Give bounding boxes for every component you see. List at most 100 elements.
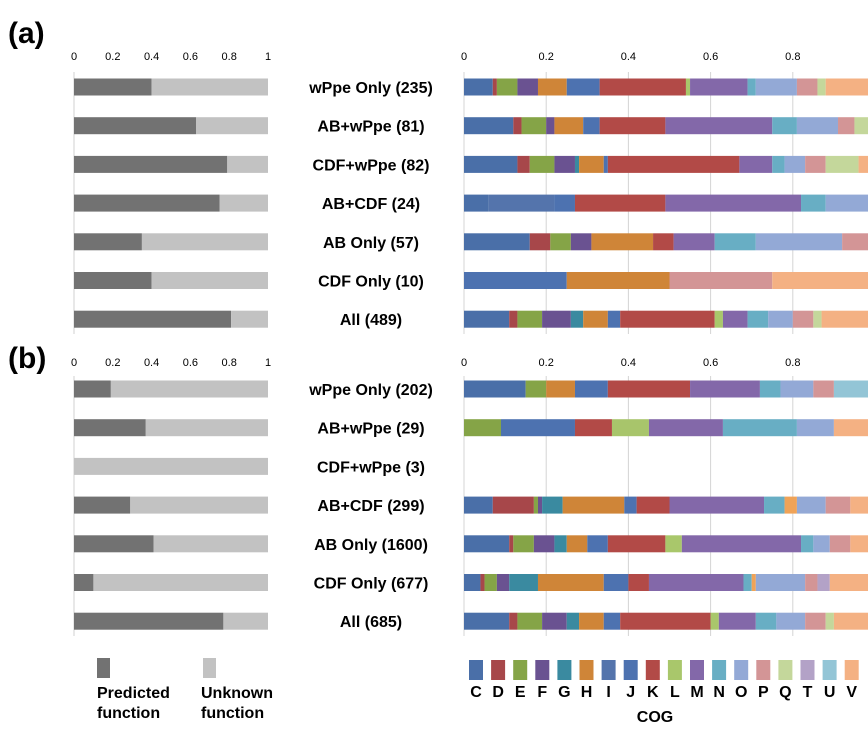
cog-segment-g — [574, 155, 580, 173]
cog-segment-m — [690, 78, 748, 96]
cog-legend-swatch-u — [822, 660, 837, 680]
cog-segment-j — [574, 380, 608, 398]
predicted-legend-label: function — [97, 705, 160, 722]
cog-segment-v — [850, 496, 868, 514]
cog-segment-k — [607, 155, 740, 173]
unknown-bar — [145, 419, 268, 437]
cog-segment-q — [813, 310, 822, 328]
cog-legend-swatch-p — [756, 660, 771, 680]
cog-segment-m — [681, 535, 802, 553]
panel-label: (a) — [8, 17, 45, 50]
cog-segment-l — [685, 78, 691, 96]
cog-legend-letter: L — [670, 684, 680, 701]
cog-segment-n — [764, 496, 785, 514]
cog-segment-p — [813, 380, 834, 398]
unknown-legend-label: Unknown — [201, 685, 273, 702]
predicted-bar — [74, 233, 142, 251]
cog-segment-o — [813, 535, 830, 553]
predicted-bar — [74, 496, 131, 514]
cog-segment-p — [805, 612, 826, 630]
cog-legend-letter: N — [713, 684, 725, 701]
cog-segment-h — [579, 612, 604, 630]
cog-segment-h2 — [751, 574, 756, 591]
cog-segment-h — [554, 117, 584, 135]
cog-segment-d — [529, 233, 551, 251]
predicted-bar — [74, 574, 94, 591]
predicted-bar — [74, 535, 154, 553]
left-tick-label: 0.8 — [222, 357, 237, 369]
cog-segment-c — [464, 535, 510, 553]
cog-legend-swatch-c — [469, 660, 483, 680]
cog-segment-f — [554, 155, 575, 173]
cog-legend-swatch-m — [690, 660, 704, 680]
cog-segment-o — [755, 574, 806, 591]
right-tick-label: 0 — [461, 51, 467, 63]
cog-segment-h — [546, 380, 575, 398]
cog-segment-d — [492, 78, 497, 96]
right-tick-label: 0.4 — [621, 51, 636, 63]
panel-label: (b) — [8, 342, 46, 375]
cog-segment-c — [464, 310, 510, 328]
cog-segment-d — [480, 574, 485, 591]
cog-segment-e — [525, 380, 547, 398]
cog-legend-swatch-n — [712, 660, 727, 680]
predicted-legend-label: Predicted — [97, 685, 170, 702]
legend: Predicted function Unknown function C D E F G H I J… — [97, 658, 859, 726]
right-tick-label: 0.6 — [703, 357, 718, 369]
cog-segment-i — [488, 194, 555, 212]
cog-segment-g — [509, 574, 538, 591]
category-label: All (685) — [340, 614, 402, 631]
cog-legend-swatch-t — [800, 660, 815, 680]
cog-segment-k — [599, 117, 666, 135]
cog-legend-letter: O — [735, 684, 747, 701]
cog-segment-n — [722, 419, 797, 437]
category-label: AB+wPpe (81) — [317, 119, 424, 136]
left-tick-label: 0.2 — [105, 357, 120, 369]
cog-segment-h — [579, 155, 604, 173]
left-tick-label: 1 — [265, 51, 271, 63]
unknown-bar — [196, 117, 268, 135]
cog-segment-j — [587, 535, 608, 553]
cog-segment-m — [669, 496, 765, 514]
cog-legend-title: COG — [637, 709, 673, 726]
cog-segment-q — [854, 117, 868, 135]
cog-segment-c — [464, 78, 493, 96]
cog-legend-letter: D — [492, 684, 504, 701]
cog-segment-f — [496, 574, 510, 591]
cog-segment-c — [464, 380, 526, 398]
unknown-bar — [151, 78, 268, 96]
left-tick-label: 0 — [71, 51, 77, 63]
category-label: wPpe Only (235) — [308, 80, 433, 97]
cog-legend-swatch-g — [557, 660, 572, 680]
cog-segment-h — [562, 496, 625, 514]
cog-segment-v — [833, 612, 868, 630]
left-tick-label: 0.2 — [105, 51, 120, 63]
cog-segment-k — [574, 419, 612, 437]
cog-segment-n — [743, 574, 752, 591]
cog-segment-l — [714, 310, 723, 328]
cog-segment-d — [509, 310, 518, 328]
cog-segment-d — [492, 496, 534, 514]
cog-segment-j — [603, 612, 621, 630]
cog-segment-f — [542, 612, 567, 630]
cog-segment-o — [784, 155, 806, 173]
cog-legend-swatch-o — [734, 660, 749, 680]
cog-segment-d — [517, 155, 530, 173]
cog-segment-c — [464, 233, 530, 251]
cog-segment-c — [464, 155, 518, 173]
category-label: wPpe Only (202) — [308, 382, 433, 399]
cog-legend-letter: T — [803, 684, 813, 701]
unknown-bar — [153, 535, 268, 553]
cog-segment-o — [796, 117, 839, 135]
cog-segment-n — [801, 194, 826, 212]
cog-segment-e — [464, 419, 501, 437]
cog-legend-swatch-j — [623, 660, 638, 680]
cog-segment-f — [533, 535, 555, 553]
right-tick-label: 0.2 — [539, 357, 554, 369]
predicted-bar — [74, 155, 228, 173]
cog-segment-k — [620, 310, 715, 328]
predicted-bar — [74, 612, 224, 630]
cog-segment-g — [542, 496, 563, 514]
cog-segment-n — [755, 612, 777, 630]
cog-segment-q — [825, 155, 859, 173]
